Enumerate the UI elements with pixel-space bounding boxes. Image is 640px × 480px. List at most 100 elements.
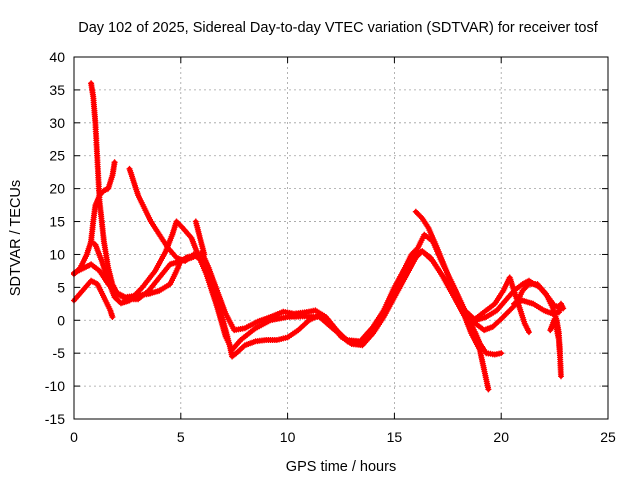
data-point-marker <box>92 241 105 263</box>
x-tick-label: 5 <box>177 429 185 445</box>
data-point-marker <box>498 350 505 357</box>
data-point-marker <box>498 308 512 322</box>
data-point-marker <box>493 299 507 314</box>
data-point-marker <box>135 192 147 210</box>
data-point-marker <box>111 159 118 166</box>
data-point-marker <box>100 238 111 269</box>
data-point-marker <box>241 339 257 349</box>
data-point-marker <box>98 258 111 282</box>
data-point-marker <box>113 290 129 302</box>
data-point-marker <box>530 300 546 313</box>
y-tick-label: -5 <box>53 345 66 361</box>
data-point-marker <box>425 225 440 249</box>
data-point-marker <box>188 250 204 261</box>
data-point-marker <box>94 281 106 299</box>
data-point-marker <box>100 294 113 312</box>
data-point-marker <box>173 218 185 230</box>
data-point-marker <box>560 305 567 312</box>
data-point-marker <box>397 263 412 284</box>
data-point-marker <box>237 326 257 343</box>
data-point-marker <box>167 269 179 288</box>
data-point-marker <box>549 309 560 317</box>
data-point-marker <box>214 287 228 315</box>
data-point-marker <box>323 314 339 332</box>
y-tick-label: 25 <box>49 148 65 164</box>
y-axis-ticks: -15 -10 -5 0 5 10 15 20 25 30 35 40 <box>45 49 608 427</box>
data-point-marker <box>205 264 220 292</box>
data-point-marker <box>481 366 491 391</box>
series-sat-d <box>71 277 116 320</box>
data-point-marker <box>100 186 110 194</box>
data-point-marker <box>483 308 499 320</box>
data-point-marker <box>201 251 208 258</box>
data-point-marker <box>135 288 151 303</box>
data-point-marker <box>521 320 532 334</box>
data-point-marker <box>483 302 497 314</box>
data-point-marker <box>241 319 259 332</box>
data-point-marker <box>81 262 93 271</box>
data-point-marker <box>406 253 418 268</box>
data-point-marker <box>556 350 563 357</box>
y-tick-label: 0 <box>57 312 65 328</box>
y-tick-label: 35 <box>49 82 65 98</box>
data-point-marker <box>419 248 435 263</box>
data-point-marker <box>141 205 153 223</box>
x-tick-label: 10 <box>280 429 296 445</box>
data-point-marker <box>105 281 119 296</box>
data-point-marker <box>214 304 229 338</box>
x-axis-ticks: 0 5 10 15 20 25 <box>70 57 616 445</box>
data-point-marker <box>444 271 461 302</box>
y-tick-label: 30 <box>49 115 65 131</box>
chart-title: Day 102 of 2025, Sidereal Day-to-day VTE… <box>78 20 598 36</box>
data-point-marker <box>267 309 285 320</box>
data-point-marker <box>534 281 548 296</box>
data-point-marker <box>333 327 350 343</box>
data-point-marker <box>558 300 566 310</box>
data-point-marker <box>489 317 503 330</box>
data-point-marker <box>543 290 555 309</box>
data-point-marker <box>96 267 111 286</box>
data-point-marker <box>109 313 116 320</box>
series-sat-j <box>511 297 567 317</box>
data-point-marker <box>92 119 101 164</box>
data-point-marker <box>455 297 472 322</box>
series-sat-k <box>547 316 563 357</box>
data-point-marker <box>472 320 486 332</box>
data-point-marker <box>434 244 450 276</box>
data-point-marker <box>88 220 96 245</box>
x-tick-label: 0 <box>70 429 78 445</box>
data-point-marker <box>491 289 506 307</box>
data-point-marker <box>408 246 420 258</box>
data-point-marker <box>88 261 101 273</box>
series-sat-h <box>412 208 505 358</box>
x-tick-label: 15 <box>387 429 403 445</box>
data-point-marker <box>558 373 565 380</box>
data-point-marker <box>365 318 382 338</box>
data-point-marker <box>284 328 300 341</box>
data-point-marker <box>485 386 492 393</box>
y-tick-label: 40 <box>49 49 65 65</box>
data-point-marker <box>511 298 524 307</box>
data-point-marker <box>419 215 431 230</box>
y-axis-label: SDTVAR / TECUs <box>8 180 24 296</box>
data-point-marker <box>90 93 99 124</box>
data-point-marker <box>466 315 479 327</box>
data-point-marker <box>229 338 243 353</box>
y-tick-label: -15 <box>45 411 65 427</box>
series-sat-f <box>88 159 118 245</box>
series-sat-i <box>466 274 532 336</box>
data-point-marker <box>551 302 562 310</box>
data-point-marker <box>156 263 172 281</box>
data-point-marker <box>412 249 424 258</box>
data-point-marker <box>491 350 503 358</box>
data-point-marker <box>96 189 106 199</box>
data-point-marker <box>92 194 102 209</box>
y-tick-label: -10 <box>45 378 65 394</box>
data-point-marker <box>519 282 531 294</box>
plot-frame <box>73 56 609 420</box>
data-point-marker <box>476 340 489 355</box>
data-point-marker <box>229 351 238 360</box>
x-tick-label: 25 <box>600 429 616 445</box>
